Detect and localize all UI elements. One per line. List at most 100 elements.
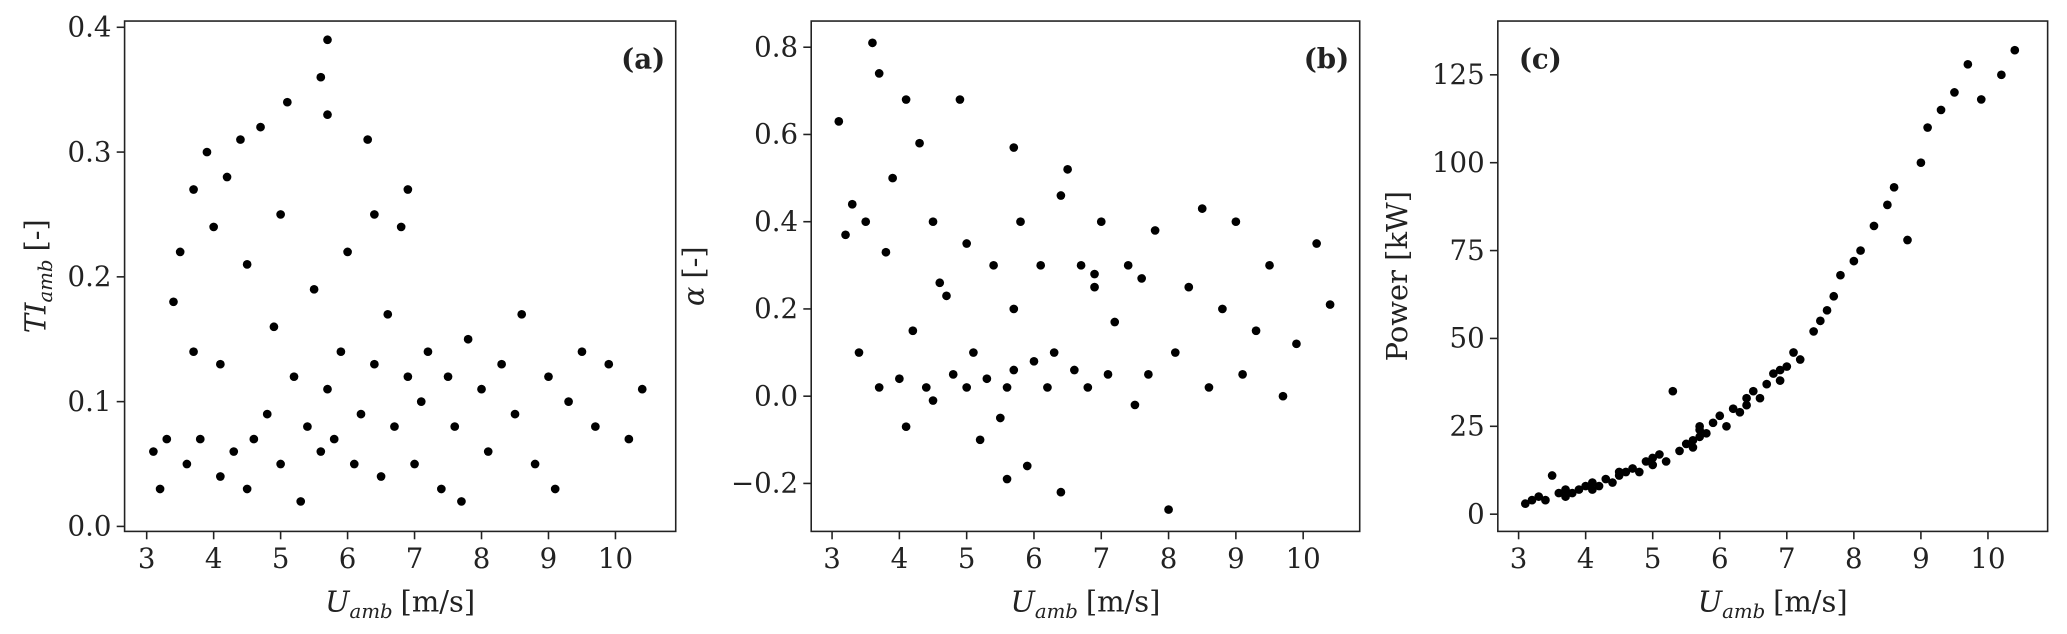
- x-tick-label: 8: [1845, 542, 1863, 575]
- y-tick-label: 0.2: [754, 292, 798, 325]
- y-tick-label: 125: [1432, 58, 1485, 91]
- point: [390, 422, 399, 431]
- point: [901, 95, 911, 104]
- point: [962, 239, 972, 248]
- point: [1567, 488, 1577, 498]
- label-main: Power [kW]: [1380, 191, 1414, 361]
- point: [1997, 70, 2006, 80]
- label-main: U: [325, 585, 351, 619]
- y-tick-label: −0.2: [731, 467, 798, 500]
- point: [1016, 217, 1025, 227]
- point: [1184, 282, 1194, 292]
- x-axis-label: Uamb [m/s]: [325, 585, 475, 624]
- point: [1009, 304, 1019, 314]
- point: [1708, 418, 1718, 428]
- point: [1675, 446, 1684, 456]
- x-tick-label: 3: [138, 542, 156, 575]
- y-tick-label: 0.2: [68, 260, 112, 293]
- label-sub: amb: [34, 259, 57, 302]
- point: [1641, 457, 1651, 466]
- point: [1695, 425, 1704, 435]
- x-tick-label: 6: [339, 542, 357, 575]
- y-axis-label: TIamb [-]: [19, 219, 58, 333]
- point: [1775, 376, 1785, 385]
- point: [1251, 326, 1261, 336]
- point: [1588, 478, 1597, 487]
- point: [1869, 221, 1879, 231]
- point: [289, 372, 299, 382]
- point: [1836, 270, 1845, 280]
- point: [1197, 204, 1207, 213]
- point: [370, 210, 379, 219]
- x-tick-label: 3: [823, 542, 841, 575]
- point: [1668, 386, 1678, 396]
- point: [1715, 411, 1725, 421]
- point: [349, 459, 359, 469]
- y-tick-label: 100: [1432, 146, 1485, 179]
- subplot: 3 4 5 6 7 8 9 10 −0.2 0.0 0.2 0.4 0.6 0.8 (b) Uamb [m/s]…: [676, 20, 1361, 623]
- point: [888, 173, 897, 183]
- point: [1735, 407, 1745, 417]
- label-main: TI: [19, 302, 53, 333]
- point: [1130, 400, 1140, 410]
- point: [182, 459, 192, 469]
- point: [303, 422, 312, 431]
- point: [544, 372, 553, 382]
- point: [1762, 379, 1772, 389]
- point: [1049, 348, 1059, 357]
- point: [1527, 495, 1537, 505]
- point: [1889, 182, 1899, 192]
- y-axis-label: α [-]: [676, 246, 710, 306]
- point: [1748, 386, 1758, 396]
- x-tick-label: 10: [1970, 542, 2005, 575]
- point: [1123, 260, 1133, 270]
- y-tick-label: 75: [1450, 234, 1485, 267]
- point: [975, 435, 985, 445]
- point: [2010, 45, 2020, 55]
- point: [276, 459, 285, 469]
- y-tick-label: 50: [1450, 322, 1485, 355]
- point: [1325, 300, 1335, 309]
- point: [1936, 105, 1946, 115]
- x-tick-label: 10: [598, 542, 633, 575]
- label-main: U: [1698, 585, 1724, 619]
- point: [989, 260, 998, 270]
- point: [1795, 355, 1805, 364]
- point: [624, 434, 634, 444]
- point: [1278, 391, 1288, 401]
- x-tick-label: 7: [406, 542, 424, 575]
- point: [149, 447, 158, 456]
- point: [908, 326, 918, 336]
- point: [162, 434, 172, 444]
- x-tick-label: 6: [1711, 542, 1729, 575]
- point: [1722, 421, 1731, 431]
- point: [1170, 348, 1180, 357]
- point: [1554, 488, 1564, 498]
- label-unit: [-]: [676, 246, 710, 278]
- point: [309, 284, 319, 294]
- panel-label: (a): [621, 42, 665, 75]
- point: [1022, 461, 1032, 471]
- point: [437, 484, 446, 494]
- axes-frame: [1497, 20, 2049, 533]
- label-unit: [-]: [19, 219, 53, 251]
- point: [1856, 246, 1865, 255]
- point: [1547, 471, 1557, 480]
- label-unit: [m/s]: [1086, 585, 1161, 619]
- point: [155, 484, 165, 494]
- point: [1849, 256, 1859, 266]
- point: [1056, 487, 1066, 497]
- point: [1789, 348, 1798, 357]
- point: [363, 135, 373, 144]
- point: [1561, 485, 1570, 494]
- y-tick-label: 0.0: [754, 379, 798, 412]
- point: [1561, 492, 1570, 501]
- point: [1588, 485, 1597, 494]
- point: [1728, 404, 1738, 414]
- point: [1903, 235, 1912, 245]
- x-tick-label: 7: [1092, 542, 1110, 575]
- x-tick-label: 5: [272, 542, 290, 575]
- point: [550, 484, 560, 494]
- point: [1634, 467, 1644, 477]
- y-tick-label: 0.3: [68, 135, 112, 168]
